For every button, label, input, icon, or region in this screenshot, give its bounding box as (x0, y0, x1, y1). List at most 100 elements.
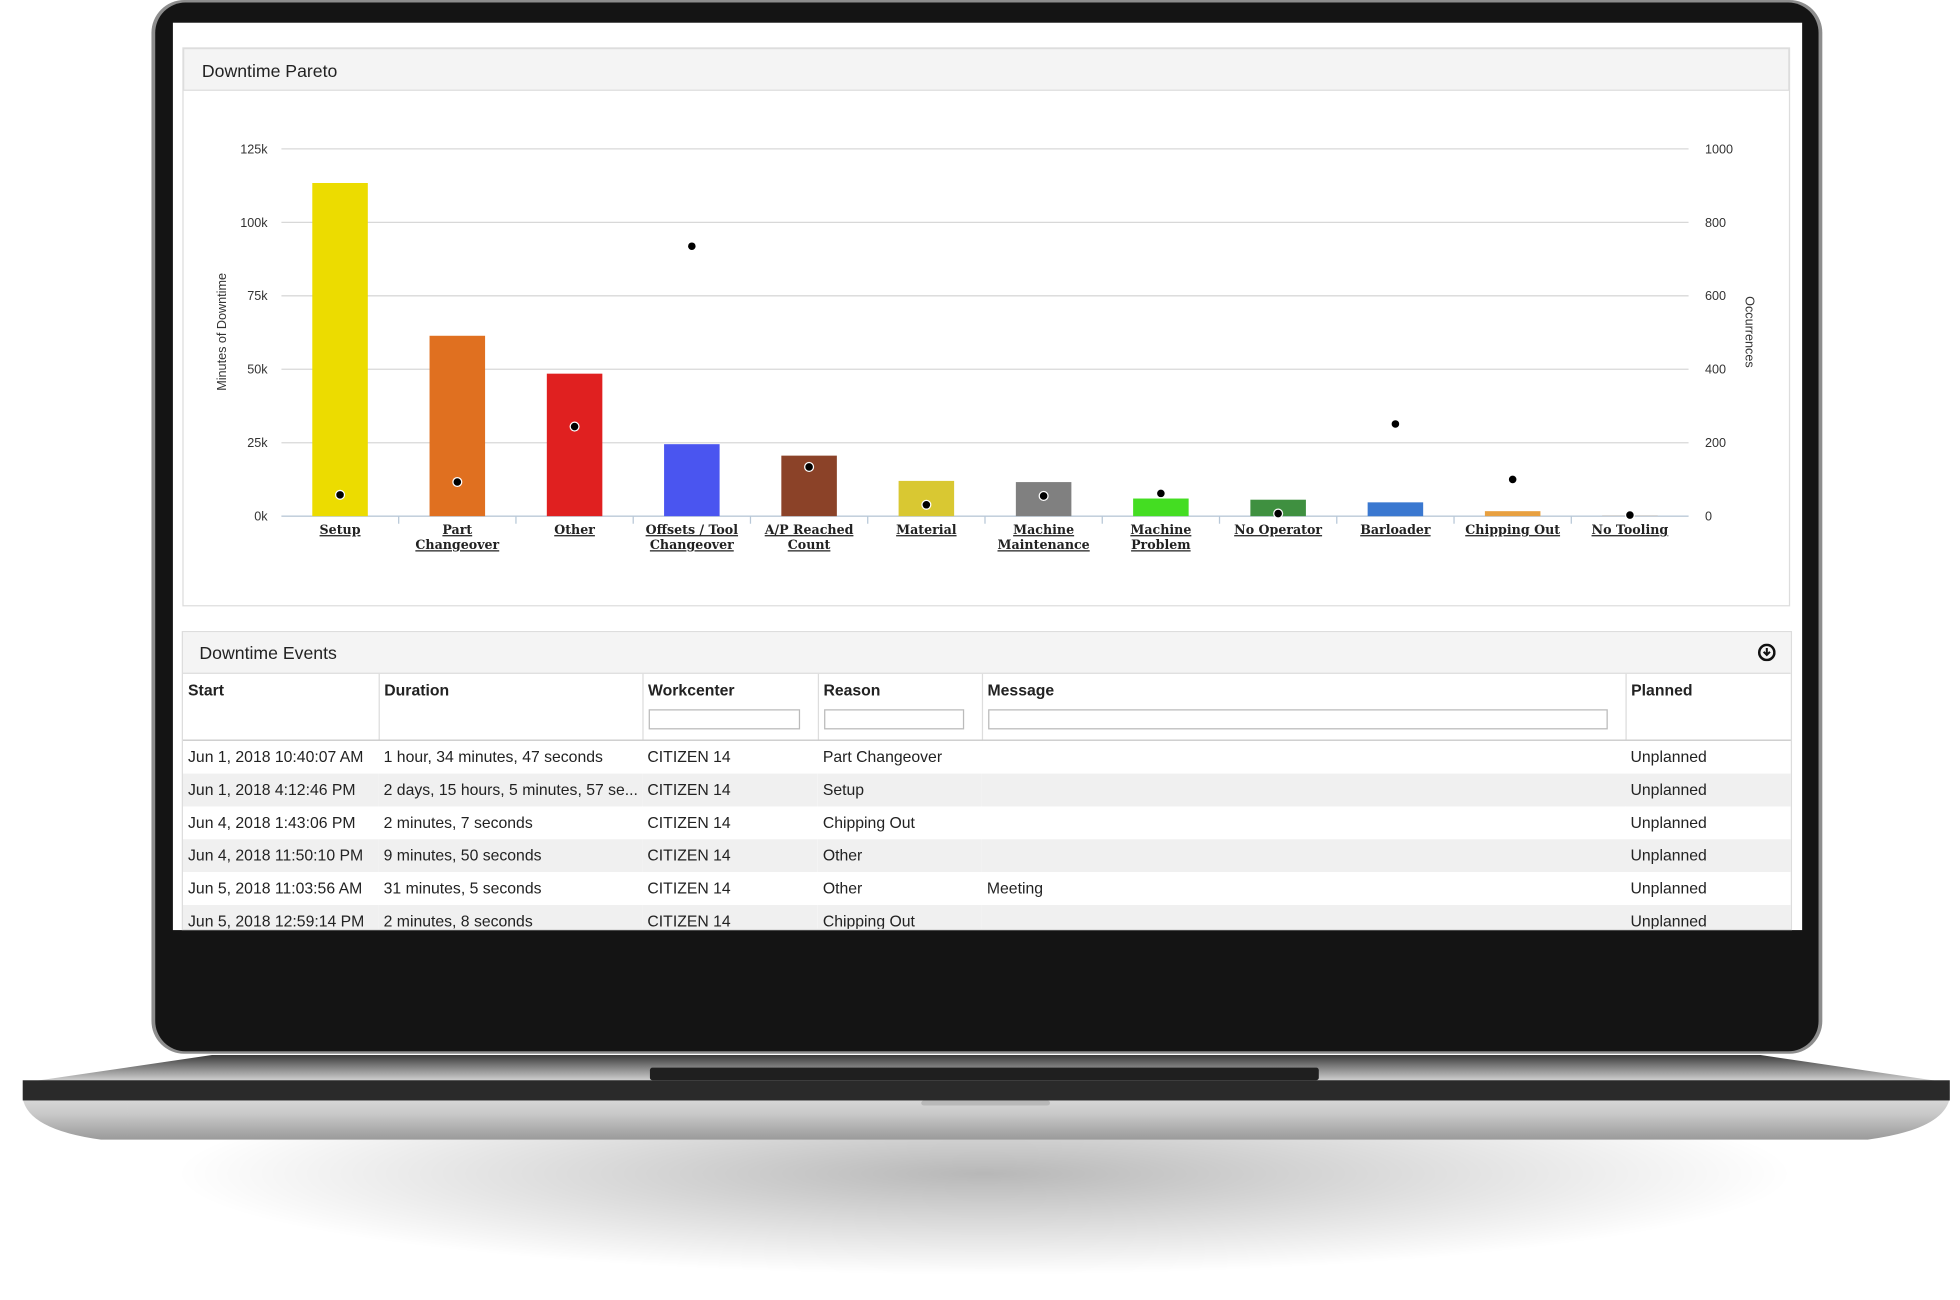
notch (921, 1100, 1050, 1106)
table-cell: Other (822, 878, 863, 897)
table-cell: 9 minutes, 50 seconds (378, 838, 643, 872)
column-header[interactable]: Workcenter (642, 673, 819, 741)
occurrence-dot (1155, 488, 1166, 499)
table-row[interactable]: Jun 4, 2018 1:43:06 PM 2 minutes, 7 secon… (183, 806, 1791, 839)
category-label[interactable]: Barloader (1360, 523, 1431, 538)
table-cell: CITIZEN 14 (647, 813, 731, 832)
occurrence-dot (1507, 474, 1518, 485)
y-tick-label: 100k (240, 216, 268, 230)
table-row[interactable]: Jun 1, 2018 10:40:07 AM 1 hour, 34 minute… (183, 740, 1791, 773)
x-tick-label: Machine Problem (1130, 523, 1192, 553)
filter-input[interactable] (823, 709, 964, 730)
table-cell: Unplanned (1625, 772, 1791, 806)
table-cell: Jun 5, 2018 12:59:14 PM (182, 904, 379, 929)
column-title: Start (188, 681, 224, 700)
x-tick-label: Offsets / Tool Changeover (645, 523, 739, 553)
y2-tick-label: 800 (1705, 216, 1726, 230)
table-cell: Jun 5, 2018 11:03:56 AM (188, 878, 363, 897)
category-label[interactable]: Chipping Out (1465, 523, 1561, 538)
occurrence-dot (921, 499, 932, 510)
x-tick-label: Chipping Out (1465, 523, 1561, 538)
category-label[interactable]: Offsets / Tool Changeover (645, 523, 739, 553)
table-cell: Part Changeover (822, 747, 943, 766)
occurrence-dot (569, 421, 580, 432)
column-header[interactable]: Planned (1625, 673, 1791, 741)
table-cell (982, 806, 1626, 839)
table-cell: CITIZEN 14 (642, 904, 818, 929)
table-row[interactable]: Jun 4, 2018 11:50:10 PM 9 minutes, 50 sec… (182, 838, 1791, 872)
x-tick-label: Barloader (1360, 523, 1431, 538)
y2-tick-label: 600 (1705, 289, 1726, 303)
occurrence-dot (1273, 508, 1284, 519)
table-cell: 31 minutes, 5 seconds (383, 878, 542, 897)
table-row[interactable]: Jun 5, 2018 11:03:56 AM 31 minutes, 5 sec… (183, 871, 1791, 904)
table-cell: Jun 4, 2018 11:50:10 PM (182, 838, 379, 872)
filter-input[interactable] (987, 709, 1608, 730)
category-label[interactable]: Setup (319, 523, 361, 538)
occurrence-dot (804, 461, 815, 472)
column-title: Duration (384, 681, 450, 700)
table-cell (981, 904, 1626, 929)
table-cell: Jun 1, 2018 10:40:07 AM (188, 747, 364, 766)
pareto-panel (182, 47, 1791, 607)
column-header[interactable]: Reason (817, 673, 983, 741)
occurrence-dot (335, 489, 346, 500)
table-cell: CITIZEN 14 (642, 838, 818, 872)
x-tick-label: Part Changeover (415, 523, 500, 553)
panel-header (182, 47, 1790, 91)
table-cell: 2 minutes, 8 seconds (378, 904, 643, 929)
table-cell: Chipping Out (817, 904, 982, 929)
table-cell (981, 838, 1626, 872)
category-label[interactable]: Material (896, 523, 957, 538)
bar (1250, 499, 1306, 517)
chart: 0k 25k 50k 75k 100k 125k 0 200 400 600 800 1000 Setu… (240, 142, 1733, 553)
y-tick-label: 25k (247, 436, 268, 450)
x-tick-label: Other (554, 523, 595, 538)
table-cell: Unplanned (1625, 838, 1791, 872)
x-tick-label: No Tooling (1591, 523, 1669, 538)
column-header[interactable]: Duration (378, 673, 643, 741)
category-label[interactable]: Machine Problem (1130, 523, 1192, 553)
table-cell: 2 days, 15 hours, 5 minutes, 57 se... (378, 772, 643, 806)
column-title: Message (987, 681, 1055, 700)
category-label[interactable]: No Tooling (1591, 523, 1669, 538)
panel-header: Downtime Events (182, 632, 1791, 674)
column-header[interactable]: Start (182, 673, 380, 741)
table-cell: Meeting (986, 878, 1044, 897)
bar (664, 444, 720, 517)
hinge (22, 1080, 1950, 1101)
category-label[interactable]: Other (554, 523, 595, 538)
bar (1133, 498, 1189, 517)
x-tick-label: Setup (319, 523, 361, 538)
y2-tick-label: 0 (1705, 510, 1712, 524)
bar (429, 335, 486, 517)
table-cell: Chipping Out (822, 813, 915, 832)
table-cell: CITIZEN 14 (642, 772, 818, 806)
category-label[interactable]: Part Changeover (415, 523, 500, 553)
table-cell: Setup (817, 772, 982, 806)
table-cell: Other (817, 838, 982, 872)
y2-tick-label: 1000 (1705, 142, 1733, 156)
table-cell: Jun 4, 2018 1:43:06 PM (188, 813, 356, 832)
table-cell: Jun 1, 2018 4:12:46 PM (182, 772, 379, 806)
x-tick-label: Machine Maintenance (997, 523, 1090, 553)
table-cell: CITIZEN 14 (647, 747, 731, 766)
bar (1367, 502, 1424, 517)
y-tick-label: 50k (247, 363, 268, 377)
category-label[interactable]: No Operator (1234, 523, 1323, 538)
column-header[interactable]: Message (981, 673, 1627, 741)
table-cell: Unplanned (1630, 813, 1707, 832)
category-label[interactable]: A/P Reached Count (764, 523, 854, 553)
x-tick-label: No Operator (1234, 523, 1323, 538)
filter-input[interactable] (648, 709, 800, 730)
download-icon[interactable] (1757, 643, 1776, 662)
category-label[interactable]: Machine Maintenance (997, 523, 1090, 553)
occurrence-dot (1624, 510, 1635, 521)
table-cell (981, 772, 1626, 806)
occurrence-dot (686, 241, 697, 252)
x-tick-label: Material (896, 523, 957, 538)
table-row[interactable]: Jun 5, 2018 12:59:14 PM 2 minutes, 8 seco… (182, 904, 1791, 929)
events-table: Start Duration Workcenter Reason Message Plan… (182, 673, 1791, 929)
table-row[interactable]: Jun 1, 2018 4:12:46 PM 2 days, 15 hours, … (182, 772, 1791, 806)
